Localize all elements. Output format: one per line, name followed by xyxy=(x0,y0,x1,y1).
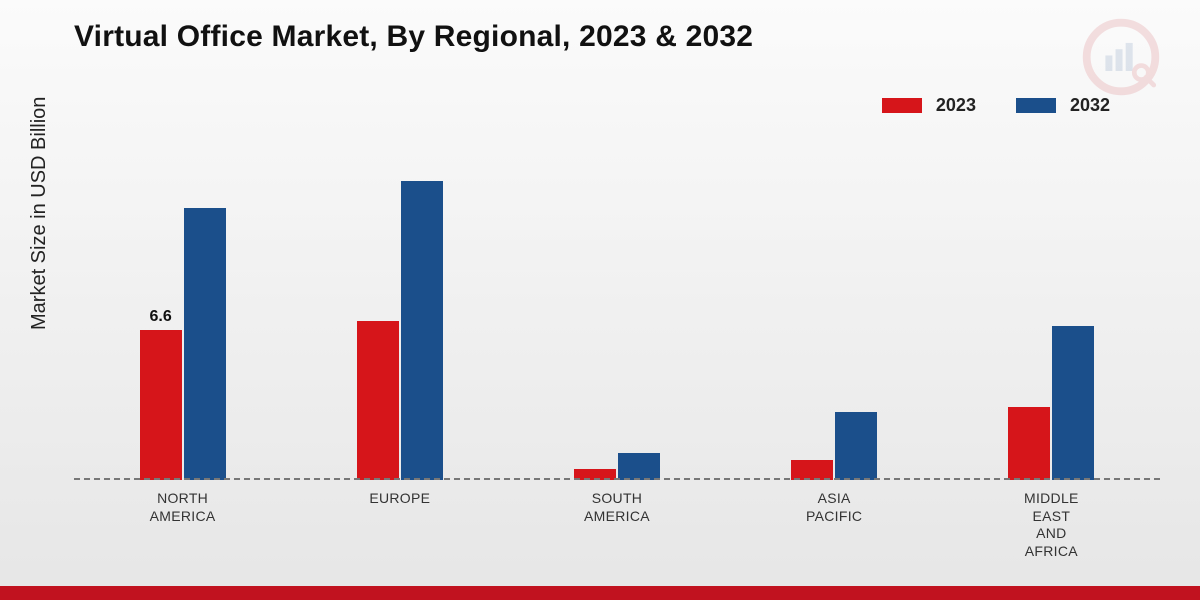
group-middle-east-africa xyxy=(1008,140,1094,480)
xlabel-asia-pacific: ASIAPACIFIC xyxy=(774,490,894,570)
bar-ap-2023 xyxy=(791,460,833,480)
plot-area: 6.6 xyxy=(74,140,1160,480)
legend: 2023 2032 xyxy=(882,95,1110,116)
bar-eu-2023 xyxy=(357,321,399,480)
group-south-america xyxy=(574,140,660,480)
legend-swatch-2023 xyxy=(882,98,922,113)
chart-canvas: Virtual Office Market, By Regional, 2023… xyxy=(0,0,1200,600)
bar-mea-2032 xyxy=(1052,326,1094,480)
legend-item-2023: 2023 xyxy=(882,95,976,116)
chart-title: Virtual Office Market, By Regional, 2023… xyxy=(74,20,753,54)
bar-na-2023: 6.6 xyxy=(140,330,182,480)
legend-item-2032: 2032 xyxy=(1016,95,1110,116)
group-north-america: 6.6 xyxy=(140,140,226,480)
bar-mea-2023 xyxy=(1008,407,1050,480)
footer-accent-bar xyxy=(0,586,1200,600)
xlabel-south-america: SOUTHAMERICA xyxy=(557,490,677,570)
legend-label-2023: 2023 xyxy=(936,95,976,116)
bar-groups: 6.6 xyxy=(74,140,1160,480)
y-axis-label: Market Size in USD Billion xyxy=(28,97,51,330)
legend-label-2032: 2032 xyxy=(1070,95,1110,116)
bar-na-2032 xyxy=(184,208,226,480)
xlabel-middle-east-africa: MIDDLEEASTANDAFRICA xyxy=(991,490,1111,570)
value-label-na-2023: 6.6 xyxy=(149,308,171,326)
x-axis-labels: NORTHAMERICA EUROPE SOUTHAMERICA ASIAPAC… xyxy=(74,490,1160,570)
bar-eu-2032 xyxy=(401,181,443,480)
x-axis-baseline xyxy=(74,478,1160,480)
bar-ap-2032 xyxy=(835,412,877,480)
bar-sa-2032 xyxy=(618,453,660,480)
xlabel-north-america: NORTHAMERICA xyxy=(123,490,243,570)
group-asia-pacific xyxy=(791,140,877,480)
brand-logo xyxy=(1082,18,1160,96)
xlabel-europe: EUROPE xyxy=(340,490,460,570)
legend-swatch-2032 xyxy=(1016,98,1056,113)
group-europe xyxy=(357,140,443,480)
